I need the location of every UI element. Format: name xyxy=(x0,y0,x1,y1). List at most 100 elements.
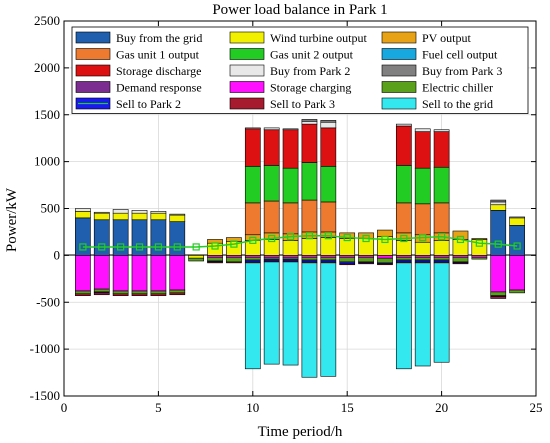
bar-segment xyxy=(490,204,507,211)
legend-swatch xyxy=(75,48,111,60)
y-tick-label: 2000 xyxy=(34,60,60,75)
bar-segment xyxy=(301,199,318,233)
bar-segment xyxy=(188,257,205,262)
legend-entry: Gas unit 2 output xyxy=(229,48,354,62)
bar-segment xyxy=(301,119,318,122)
bar-segment xyxy=(75,255,91,292)
legend-swatch xyxy=(75,64,111,77)
bar-stack xyxy=(131,210,148,296)
bar-segment xyxy=(244,262,261,370)
bar-segment xyxy=(244,256,261,261)
bar-stack xyxy=(169,213,186,296)
bar-segment xyxy=(471,256,488,260)
bar-segment xyxy=(320,237,337,256)
bar-segment xyxy=(395,240,412,256)
line-marker xyxy=(98,243,106,251)
legend-entry: Demand response xyxy=(75,81,202,95)
line-marker xyxy=(381,235,389,244)
bar-segment xyxy=(112,212,129,221)
bar-segment xyxy=(320,262,337,377)
bar-segment xyxy=(112,293,129,296)
bar-segment xyxy=(169,213,186,216)
bar-segment xyxy=(433,262,450,363)
bar-segment xyxy=(433,166,450,204)
x-axis-label: Time period/h xyxy=(258,424,343,440)
bar-segment xyxy=(150,211,167,214)
bar-segment xyxy=(131,212,148,221)
legend-swatch xyxy=(381,64,417,77)
x-tick-label: 25 xyxy=(530,400,543,415)
bar-segment xyxy=(75,293,91,296)
bar-segment xyxy=(93,212,110,221)
legend-entry: PV output xyxy=(381,31,471,45)
line-marker xyxy=(79,243,87,251)
bar-segment xyxy=(320,120,337,123)
bar-segment xyxy=(93,211,110,214)
line-marker xyxy=(268,234,276,243)
bar-segment xyxy=(414,203,431,236)
bar-segment xyxy=(320,121,337,129)
bar-segment xyxy=(244,128,261,167)
legend-entry: Sell to the grid xyxy=(381,97,493,111)
bar-segment xyxy=(244,240,261,256)
bar-segment xyxy=(282,240,299,256)
line-marker xyxy=(249,236,257,244)
bar-segment xyxy=(150,212,167,221)
bar-segment xyxy=(433,256,450,261)
bar-segment xyxy=(150,293,167,296)
legend-label: Sell to the grid xyxy=(422,97,493,111)
bar-stack xyxy=(263,127,280,365)
bar-segment xyxy=(169,292,186,296)
bar-segment xyxy=(490,291,507,296)
line-marker xyxy=(513,242,521,250)
bar-segment xyxy=(433,202,450,234)
axes xyxy=(63,20,537,397)
bar-segment xyxy=(263,261,280,365)
y-tick-label: 500 xyxy=(41,201,61,216)
y-tick-label: -1500 xyxy=(30,388,60,403)
bar-segment xyxy=(112,209,129,214)
legend-swatch xyxy=(381,48,417,60)
bar-stack xyxy=(377,229,393,266)
legend-entry: Storage discharge xyxy=(75,64,201,78)
legend-entry: Buy from the grid xyxy=(75,31,202,45)
legend-label: Wind turbine output xyxy=(270,31,368,45)
bar-segment xyxy=(320,201,337,233)
bar-stack xyxy=(433,129,450,363)
legend-entry: Storage charging xyxy=(229,81,351,95)
bar-segment xyxy=(150,255,167,292)
bar-segment xyxy=(414,256,431,261)
bar-segment xyxy=(301,238,318,256)
bar-segment xyxy=(207,261,223,264)
bar-segment xyxy=(490,199,507,203)
bar-segment xyxy=(263,129,280,166)
bar-segment xyxy=(282,167,299,204)
legend-entry: Sell to Park 2 xyxy=(75,97,181,111)
legend-label: Demand response xyxy=(116,81,202,95)
bar-segment xyxy=(395,202,412,234)
bar-segment xyxy=(471,238,488,240)
bar-segment xyxy=(263,127,280,131)
legend-label: Buy from the grid xyxy=(116,31,202,45)
legend-swatch xyxy=(381,31,417,44)
legend-entry: Electric chiller xyxy=(381,81,493,95)
legend-label: Storage charging xyxy=(270,81,351,95)
chart-title: Power load balance in Park 1 xyxy=(212,2,387,18)
bar-segment xyxy=(301,256,318,261)
bar-segment xyxy=(207,256,223,262)
bar-segment xyxy=(188,255,205,259)
legend-entry: Buy from Park 3 xyxy=(381,64,502,78)
bar-stacks xyxy=(75,119,525,378)
line-marker xyxy=(400,234,408,243)
y-tick-label: 0 xyxy=(54,247,61,262)
bar-segment xyxy=(301,123,318,163)
line-marker xyxy=(286,233,295,241)
x-tick-label: 20 xyxy=(435,400,448,415)
bar-segment xyxy=(169,289,186,294)
x-tick-label: 5 xyxy=(155,400,162,415)
bar-segment xyxy=(490,210,507,256)
legend-box xyxy=(71,26,529,114)
legend-label: Buy from Park 3 xyxy=(422,64,502,78)
bar-segment xyxy=(150,290,167,295)
bar-stack xyxy=(509,216,525,294)
